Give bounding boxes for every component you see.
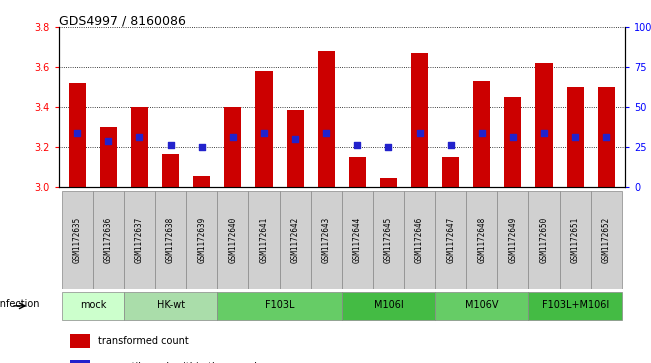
Point: [321, 130, 331, 136]
Point: [197, 144, 207, 150]
Text: GSM1172649: GSM1172649: [508, 216, 518, 263]
Point: [258, 130, 269, 136]
Bar: [69, 83, 86, 187]
Point: [601, 134, 611, 140]
Text: M106V: M106V: [465, 300, 499, 310]
Point: [352, 142, 363, 148]
Text: F103L: F103L: [265, 300, 294, 310]
Bar: [590, 191, 622, 289]
Text: GSM1172641: GSM1172641: [260, 216, 268, 263]
Bar: [598, 87, 615, 187]
Bar: [131, 107, 148, 187]
Point: [477, 130, 487, 136]
Text: GSM1172643: GSM1172643: [322, 216, 331, 263]
Bar: [279, 191, 311, 289]
Point: [103, 138, 113, 144]
Text: GDS4997 / 8160086: GDS4997 / 8160086: [59, 15, 186, 28]
Bar: [255, 71, 273, 187]
Bar: [373, 191, 404, 289]
Bar: [342, 292, 435, 320]
Bar: [124, 191, 155, 289]
Point: [165, 142, 176, 148]
Bar: [162, 154, 179, 187]
Bar: [529, 292, 622, 320]
Bar: [217, 191, 249, 289]
Text: M106I: M106I: [374, 300, 404, 310]
Text: GSM1172647: GSM1172647: [446, 216, 455, 263]
Bar: [193, 176, 210, 187]
Point: [72, 130, 83, 136]
Bar: [466, 191, 497, 289]
Text: GSM1172650: GSM1172650: [540, 216, 549, 263]
Text: GSM1172640: GSM1172640: [229, 216, 238, 263]
Text: GSM1172637: GSM1172637: [135, 216, 144, 263]
Point: [508, 134, 518, 140]
Bar: [318, 51, 335, 187]
Bar: [435, 191, 466, 289]
Text: mock: mock: [79, 300, 106, 310]
Bar: [566, 87, 584, 187]
Bar: [70, 334, 90, 348]
Bar: [93, 191, 124, 289]
Text: GSM1172644: GSM1172644: [353, 216, 362, 263]
Bar: [249, 191, 279, 289]
Bar: [380, 178, 397, 187]
Point: [134, 134, 145, 140]
Point: [228, 134, 238, 140]
Point: [539, 130, 549, 136]
Point: [415, 130, 425, 136]
Point: [383, 144, 394, 150]
Text: GSM1172642: GSM1172642: [290, 216, 299, 263]
Text: transformed count: transformed count: [98, 336, 189, 346]
Bar: [442, 157, 459, 187]
Bar: [225, 107, 242, 187]
Bar: [186, 191, 217, 289]
Point: [290, 136, 300, 142]
Bar: [529, 191, 560, 289]
Text: GSM1172645: GSM1172645: [384, 216, 393, 263]
Text: HK-wt: HK-wt: [156, 300, 185, 310]
Text: GSM1172648: GSM1172648: [477, 216, 486, 263]
Bar: [473, 81, 490, 187]
Bar: [155, 191, 186, 289]
Text: GSM1172639: GSM1172639: [197, 216, 206, 263]
Text: GSM1172636: GSM1172636: [104, 216, 113, 263]
Bar: [404, 191, 435, 289]
Bar: [560, 191, 590, 289]
Text: GSM1172646: GSM1172646: [415, 216, 424, 263]
Bar: [342, 191, 373, 289]
Bar: [349, 157, 366, 187]
Bar: [311, 191, 342, 289]
Point: [445, 142, 456, 148]
Text: infection: infection: [0, 299, 39, 309]
Bar: [217, 292, 342, 320]
Text: F103L+M106I: F103L+M106I: [542, 300, 609, 310]
Bar: [411, 53, 428, 187]
Bar: [62, 292, 124, 320]
Bar: [435, 292, 529, 320]
Bar: [536, 63, 553, 187]
Bar: [505, 97, 521, 187]
Point: [570, 134, 581, 140]
Text: GSM1172635: GSM1172635: [73, 216, 82, 263]
Bar: [286, 110, 303, 187]
Text: GSM1172652: GSM1172652: [602, 216, 611, 263]
Bar: [497, 191, 529, 289]
Bar: [100, 127, 117, 187]
Text: GSM1172651: GSM1172651: [571, 216, 579, 263]
Text: GSM1172638: GSM1172638: [166, 216, 175, 263]
Text: percentile rank within the sample: percentile rank within the sample: [98, 362, 263, 363]
Bar: [62, 191, 93, 289]
Bar: [70, 360, 90, 363]
Bar: [124, 292, 217, 320]
